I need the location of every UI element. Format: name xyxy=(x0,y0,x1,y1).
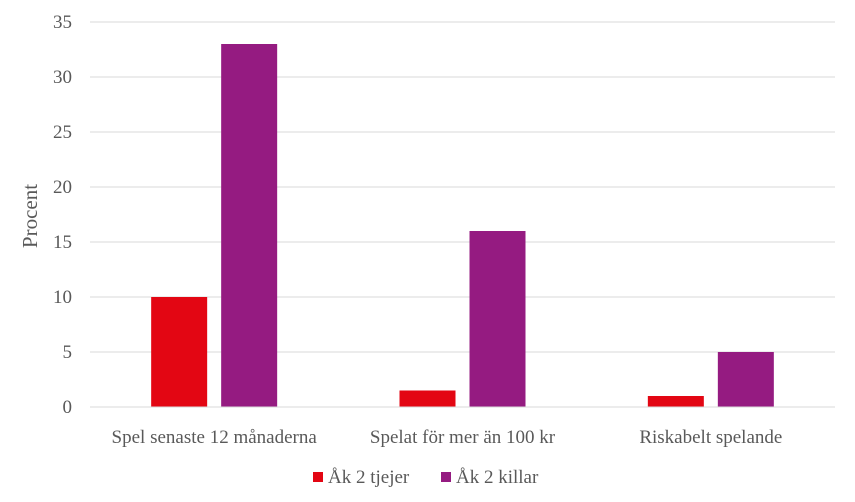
x-category-label: Spelat för mer än 100 kr xyxy=(370,427,556,448)
y-axis-ticks: 0 5 10 15 20 25 30 35 xyxy=(53,12,72,418)
legend: Åk 2 tjejer Åk 2 killar xyxy=(313,467,539,488)
x-category-label: Spel senaste 12 månaderna xyxy=(112,427,318,448)
gridlines xyxy=(90,21,835,408)
y-tick-label: 35 xyxy=(53,12,72,33)
y-tick-label: 25 xyxy=(53,122,72,143)
bar-tjejer-0 xyxy=(151,297,208,407)
bars xyxy=(90,44,835,408)
legend-label-0: Åk 2 tjejer xyxy=(328,467,410,488)
bar-killar-0 xyxy=(221,44,278,407)
x-category-label: Riskabelt spelande xyxy=(639,427,782,448)
bar-killar-2 xyxy=(717,352,774,407)
bar-killar-1 xyxy=(469,231,526,407)
y-tick-label: 5 xyxy=(63,342,73,363)
y-axis-label: Procent xyxy=(18,184,42,248)
legend-label-1: Åk 2 killar xyxy=(456,467,539,488)
y-tick-label: 10 xyxy=(53,287,72,308)
legend-swatch-1 xyxy=(441,472,451,482)
bar-tjejer-1 xyxy=(399,390,456,407)
y-tick-label: 15 xyxy=(53,232,72,253)
legend-swatch-0 xyxy=(313,472,323,482)
x-axis-categories: Spel senaste 12 månaderna Spelat för mer … xyxy=(112,427,783,448)
y-tick-label: 30 xyxy=(53,67,72,88)
y-tick-label: 0 xyxy=(63,397,73,418)
y-tick-label: 20 xyxy=(53,177,72,198)
bar-tjejer-2 xyxy=(647,396,704,407)
